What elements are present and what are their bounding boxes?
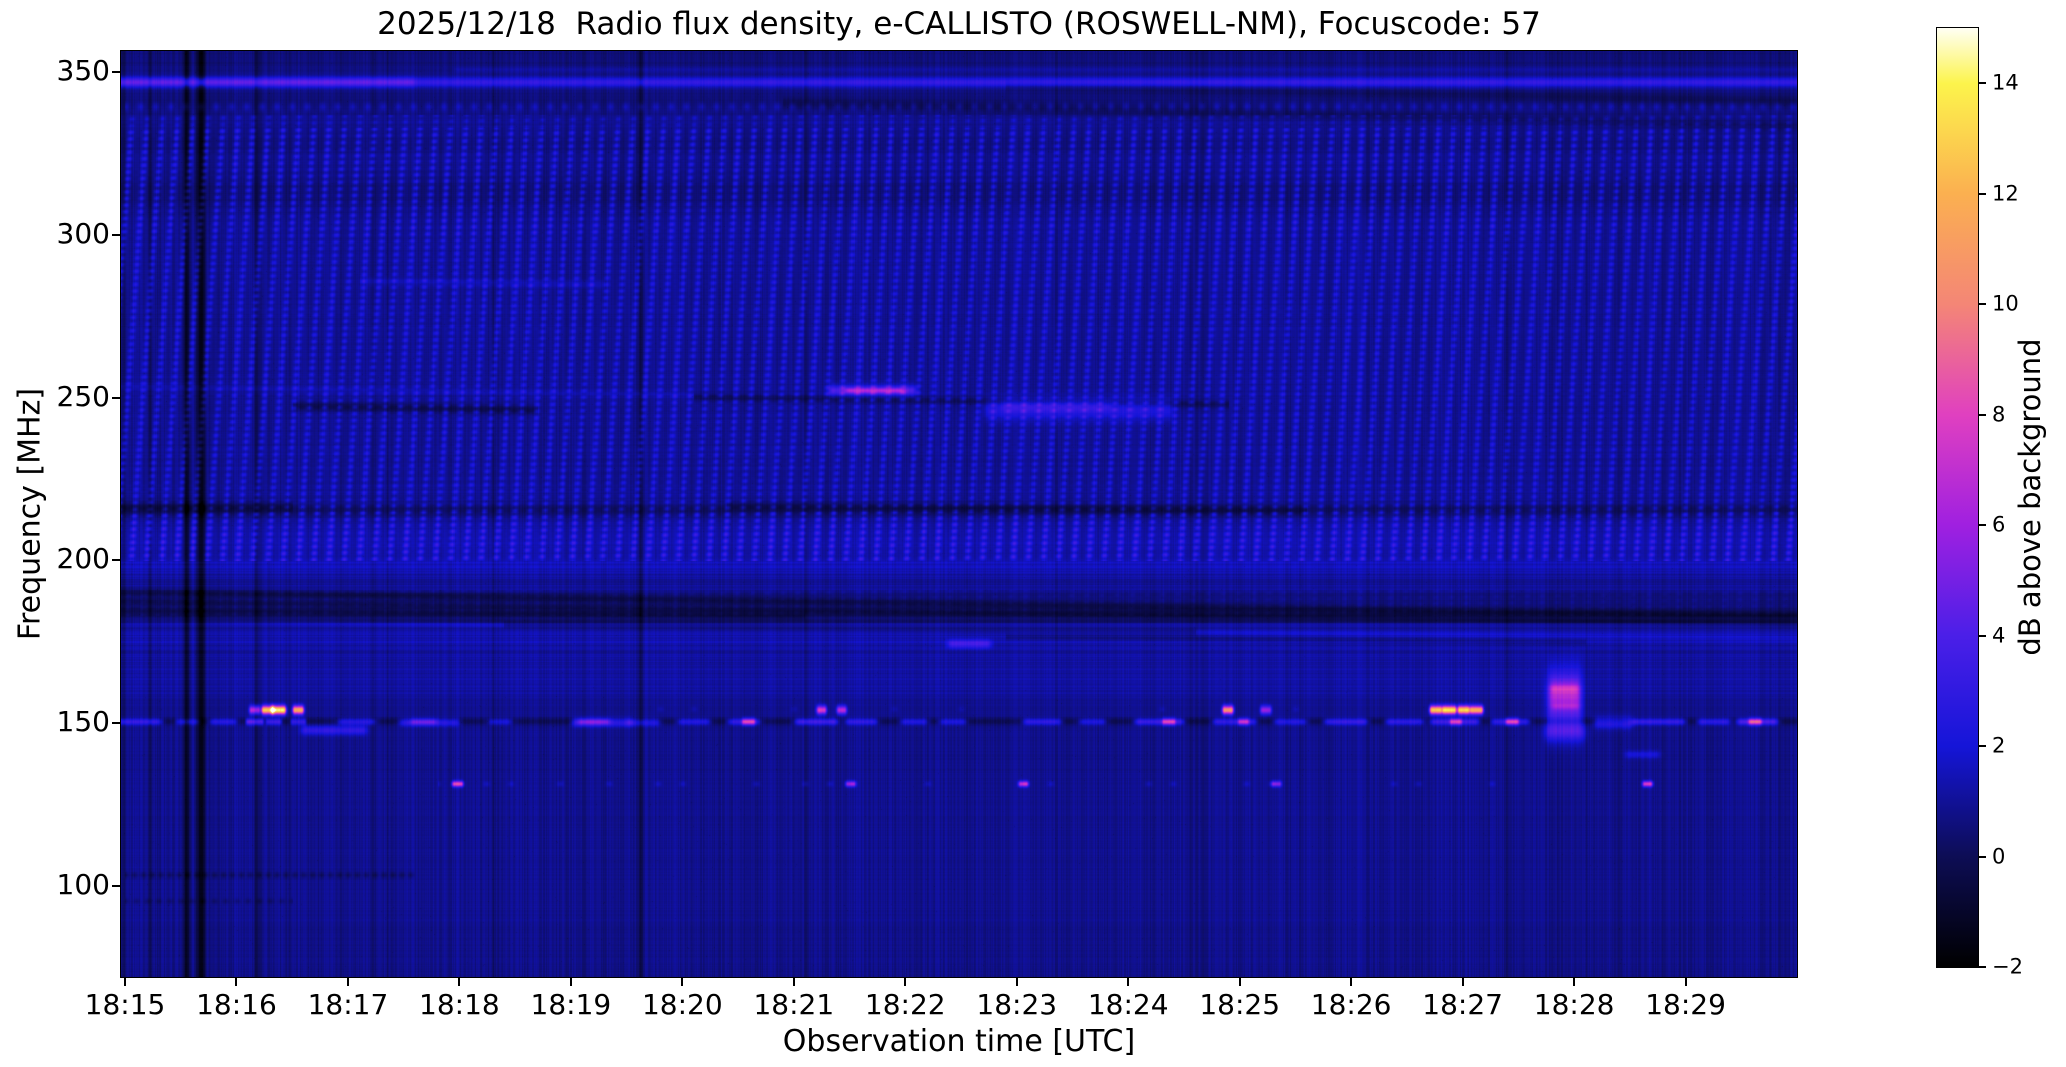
colorbar-tick-label: 10 (1992, 291, 2019, 316)
colorbar-tick-label: 2 (1992, 733, 2006, 758)
x-tick-label: 18:27 (1422, 988, 1503, 1021)
x-tick-label: 18:28 (1533, 988, 1615, 1021)
colorbar-tick-mark (1979, 966, 1986, 968)
colorbar-tick-label: 4 (1992, 623, 2006, 648)
y-tick-mark (112, 722, 120, 725)
colorbar-tick-label: −2 (1992, 954, 2023, 979)
y-tick-label: 100 (56, 868, 110, 901)
y-tick-mark (112, 559, 120, 562)
colorbar-tick-mark (1979, 745, 1986, 748)
chart-title: 2025/12/18 Radio flux density, e-CALLIST… (377, 6, 1541, 42)
x-tick-mark (1350, 978, 1353, 986)
colorbar-tick-label: 8 (1992, 402, 2006, 427)
x-tick-label: 18:23 (976, 988, 1058, 1021)
colorbar-gradient (1937, 28, 1978, 967)
x-tick-mark (569, 978, 572, 986)
x-tick-mark (681, 978, 684, 986)
colorbar-tick-label: 14 (1992, 70, 2019, 95)
x-tick-label: 18:17 (307, 988, 389, 1021)
plot-area (120, 50, 1798, 978)
colorbar-tick-mark (1979, 634, 1986, 637)
colorbar-tick-label: 0 (1992, 844, 2006, 869)
x-tick-label: 18:22 (864, 988, 946, 1021)
x-tick-label: 18:18 (419, 988, 500, 1021)
colorbar-tick-mark (1979, 82, 1986, 85)
x-tick-mark (1015, 978, 1018, 986)
x-tick-label: 18:15 (84, 988, 166, 1021)
spectrogram-canvas (121, 51, 1797, 977)
x-tick-mark (1573, 978, 1576, 986)
colorbar-tick-mark (1979, 303, 1986, 306)
x-tick-label: 18:21 (753, 988, 835, 1021)
y-axis-label: Frequency [MHz] (12, 387, 48, 641)
x-tick-mark (346, 978, 349, 986)
x-tick-mark (1461, 978, 1464, 986)
y-tick-label: 200 (56, 542, 110, 576)
x-tick-label: 18:16 (196, 988, 277, 1021)
y-tick-mark (112, 233, 120, 236)
y-tick-mark (112, 71, 120, 73)
x-tick-mark (1238, 978, 1241, 986)
colorbar (1936, 27, 1979, 968)
y-tick-label: 350 (56, 54, 110, 87)
x-tick-mark (124, 978, 126, 986)
x-tick-mark (792, 978, 795, 986)
x-tick-label: 18:24 (1087, 988, 1169, 1021)
colorbar-tick-mark (1979, 192, 1986, 195)
colorbar-tick-mark (1979, 855, 1986, 858)
y-tick-label: 150 (56, 705, 110, 739)
x-tick-mark (235, 978, 238, 986)
colorbar-tick-mark (1979, 524, 1986, 527)
x-tick-mark (1127, 978, 1130, 986)
x-tick-mark (458, 978, 461, 986)
x-tick-mark (1684, 978, 1687, 986)
y-tick-mark (112, 396, 120, 399)
colorbar-label: dB above background (2013, 338, 2047, 656)
y-tick-mark (112, 885, 120, 887)
x-tick-label: 18:20 (641, 988, 723, 1021)
x-tick-label: 18:26 (1310, 988, 1392, 1021)
x-tick-label: 18:29 (1645, 988, 1726, 1021)
x-axis-label: Observation time [UTC] (782, 1024, 1136, 1059)
x-tick-label: 18:19 (530, 988, 612, 1021)
colorbar-tick-label: 6 (1992, 512, 2006, 537)
x-tick-label: 18:25 (1199, 988, 1281, 1021)
colorbar-tick-mark (1979, 413, 1986, 416)
y-tick-label: 250 (56, 379, 110, 413)
x-tick-mark (904, 978, 907, 986)
colorbar-tick-label: 12 (1992, 181, 2019, 206)
y-tick-label: 300 (56, 216, 110, 250)
